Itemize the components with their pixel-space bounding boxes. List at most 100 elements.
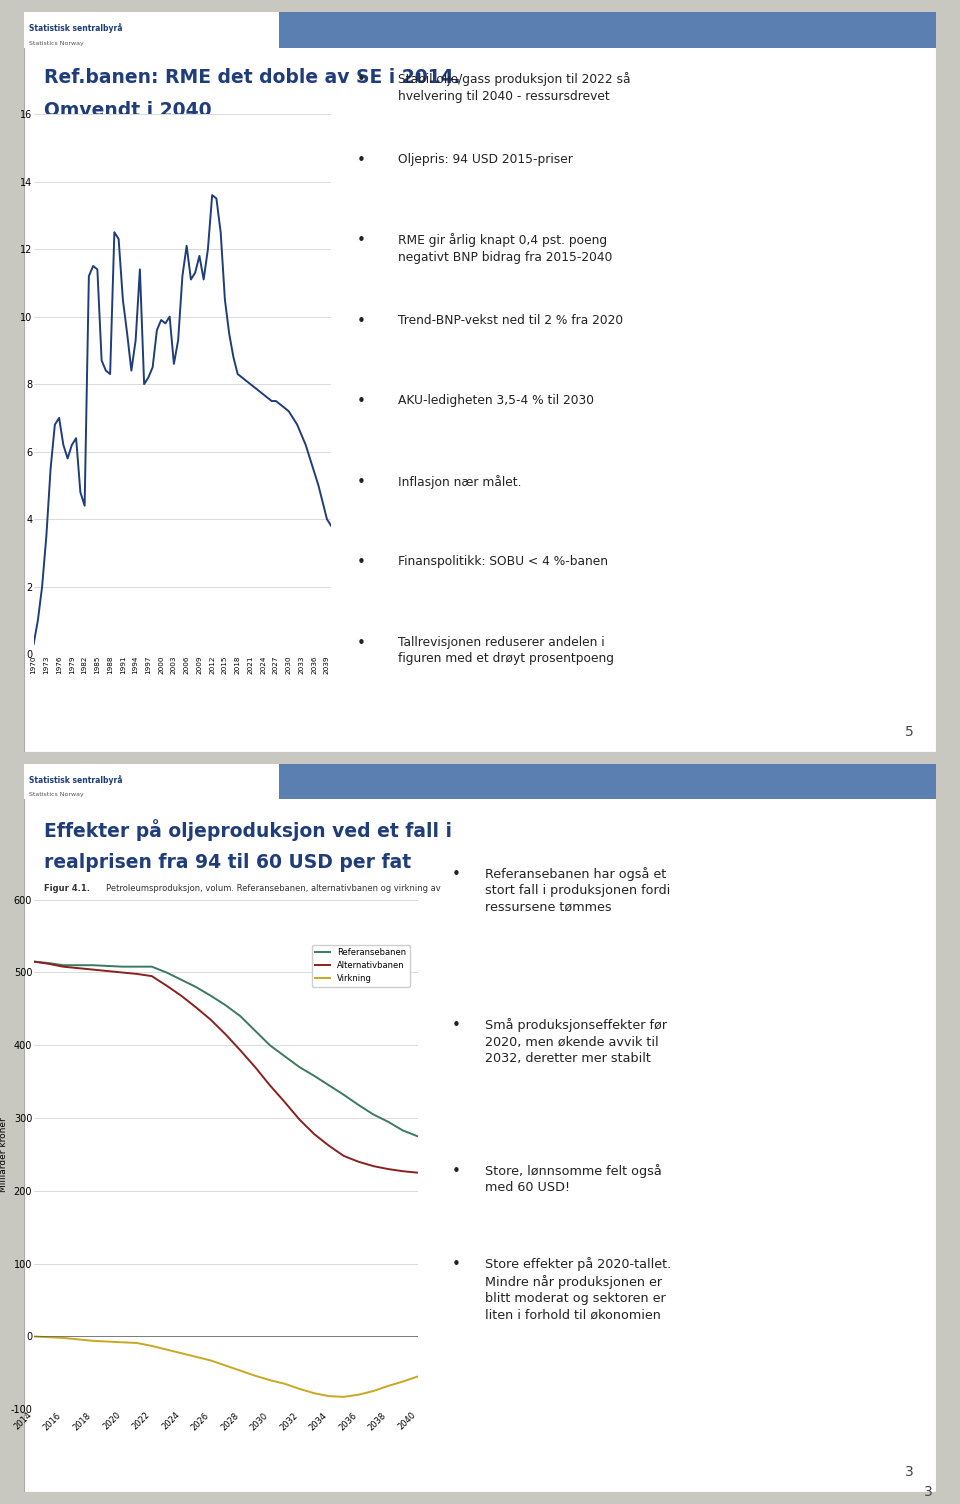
Referansebanen [87, 957, 99, 975]
Virkning [72, 1331, 84, 1349]
Alternativbanen [58, 958, 69, 976]
Text: Stabil olje/gass produksjon til 2022 så
hvelvering til 2040 - ressursdrevet: Stabil olje/gass produksjon til 2022 så … [397, 72, 631, 102]
Alternativbanen [352, 1152, 364, 1170]
Text: Petroleumsproduksjon, volum. Referansebanen, alternativbanen og virkning av: Petroleumsproduksjon, volum. Referanseba… [106, 884, 441, 893]
Referansebanen [382, 1113, 394, 1131]
Text: Figur 4.1.: Figur 4.1. [44, 884, 90, 893]
Alternativbanen [146, 967, 157, 985]
Referansebanen [234, 1008, 246, 1026]
Legend: Referansebanen, Alternativbanen, Virkning: Referansebanen, Alternativbanen, Virknin… [312, 945, 410, 987]
Virkning [116, 1333, 128, 1351]
Text: 5: 5 [904, 725, 913, 738]
Virkning [132, 1334, 143, 1352]
Text: Statistics Norway: Statistics Norway [29, 793, 84, 797]
Legend: Samlet nettoetterspørsel, andel av BNP: Samlet nettoetterspørsel, andel av BNP [88, 797, 276, 812]
Text: •: • [357, 394, 366, 409]
Virkning [190, 1348, 202, 1366]
Text: Store, lønnsomme felt også
med 60 USD!: Store, lønnsomme felt også med 60 USD! [485, 1164, 662, 1194]
Referansebanen [190, 978, 202, 996]
Text: Statistisk sentralbyrå: Statistisk sentralbyrå [29, 775, 122, 785]
Text: Statistisk sentralbyrå: Statistisk sentralbyrå [29, 24, 122, 33]
Virkning [42, 1328, 54, 1346]
Text: •: • [451, 866, 460, 881]
Text: Finanspolitikk: SOBU < 4 %-banen: Finanspolitikk: SOBU < 4 %-banen [397, 555, 608, 569]
Text: •: • [357, 475, 366, 490]
Virkning [382, 1378, 394, 1396]
Text: •: • [357, 72, 366, 87]
Virkning [176, 1345, 187, 1363]
Referansebanen [294, 1059, 305, 1077]
Alternativbanen [324, 1137, 335, 1155]
Referansebanen [205, 987, 217, 1005]
Alternativbanen [102, 963, 113, 981]
Referansebanen [72, 957, 84, 975]
Alternativbanen [412, 1164, 423, 1182]
Virkning [294, 1379, 305, 1397]
Line: Alternativbanen: Alternativbanen [34, 961, 418, 1173]
Bar [24, 12, 279, 48]
Referansebanen [146, 958, 157, 976]
Virkning [87, 1333, 99, 1351]
Referansebanen [308, 1066, 320, 1084]
Alternativbanen [205, 1011, 217, 1029]
Text: Oljepris: 94 USD 2015-priser: Oljepris: 94 USD 2015-priser [397, 153, 573, 165]
Line: Referansebanen: Referansebanen [34, 961, 418, 1137]
Text: •: • [451, 1164, 460, 1179]
Virkning [146, 1337, 157, 1355]
Text: Statistics Norway: Statistics Norway [29, 41, 84, 45]
Referansebanen [324, 1077, 335, 1095]
Virkning [102, 1333, 113, 1351]
Alternativbanen [220, 1026, 231, 1044]
Alternativbanen [234, 1041, 246, 1059]
Referansebanen [102, 957, 113, 975]
Referansebanen [132, 958, 143, 976]
Virkning [205, 1352, 217, 1370]
Referansebanen [352, 1096, 364, 1114]
Text: •: • [357, 636, 366, 651]
Text: Effekter på oljeproduksjon ved et fall i: Effekter på oljeproduksjon ved et fall i [44, 818, 452, 841]
Referansebanen [220, 996, 231, 1014]
Text: •: • [357, 233, 366, 248]
Alternativbanen [397, 1163, 409, 1181]
Referansebanen [160, 964, 172, 982]
Text: realprisen fra 94 til 60 USD per fat: realprisen fra 94 til 60 USD per fat [44, 853, 411, 872]
Alternativbanen [250, 1059, 261, 1077]
Alternativbanen [338, 1148, 349, 1166]
Virkning [28, 1328, 39, 1346]
Referansebanen [28, 952, 39, 970]
Virkning [338, 1388, 349, 1406]
Referansebanen [412, 1128, 423, 1146]
Virkning [397, 1373, 409, 1391]
Referansebanen [176, 970, 187, 988]
Virkning [220, 1357, 231, 1375]
Text: Omvendt i 2040: Omvendt i 2040 [44, 101, 212, 120]
Referansebanen [338, 1086, 349, 1104]
Text: 3: 3 [924, 1486, 933, 1499]
Alternativbanen [116, 964, 128, 982]
Line: Virkning: Virkning [34, 1337, 418, 1397]
Text: RME gir årlig knapt 0,4 pst. poeng
negativt BNP bidrag fra 2015-2040: RME gir årlig knapt 0,4 pst. poeng negat… [397, 233, 612, 263]
Alternativbanen [160, 976, 172, 994]
Text: Små produksjonseffekter før
2020, men økende avvik til
2032, deretter mer stabil: Små produksjonseffekter før 2020, men øk… [485, 1018, 667, 1065]
Referansebanen [42, 954, 54, 972]
Alternativbanen [279, 1093, 291, 1111]
Virkning [324, 1387, 335, 1405]
Virkning [352, 1385, 364, 1403]
Bar [24, 764, 279, 799]
Alternativbanen [87, 961, 99, 979]
Virkning [279, 1375, 291, 1393]
Alternativbanen [176, 987, 187, 1005]
Text: Trend-BNP-vekst ned til 2 % fra 2020: Trend-BNP-vekst ned til 2 % fra 2020 [397, 314, 623, 326]
Referansebanen [368, 1105, 379, 1123]
Referansebanen [264, 1036, 276, 1054]
Alternativbanen [264, 1077, 276, 1095]
Text: •: • [451, 1018, 460, 1033]
Alternativbanen [72, 960, 84, 978]
Text: Referansebanen har også et
stort fall i produksjonen fordi
ressursene tømmes: Referansebanen har også et stort fall i … [485, 866, 670, 914]
Text: •: • [357, 555, 366, 570]
Referansebanen [397, 1122, 409, 1140]
Virkning [368, 1382, 379, 1400]
Virkning [412, 1367, 423, 1385]
Text: Inflasjon nær målet.: Inflasjon nær målet. [397, 475, 521, 489]
Text: lavere oljepris. Milliarder 2010-kroner: lavere oljepris. Milliarder 2010-kroner [44, 904, 203, 913]
